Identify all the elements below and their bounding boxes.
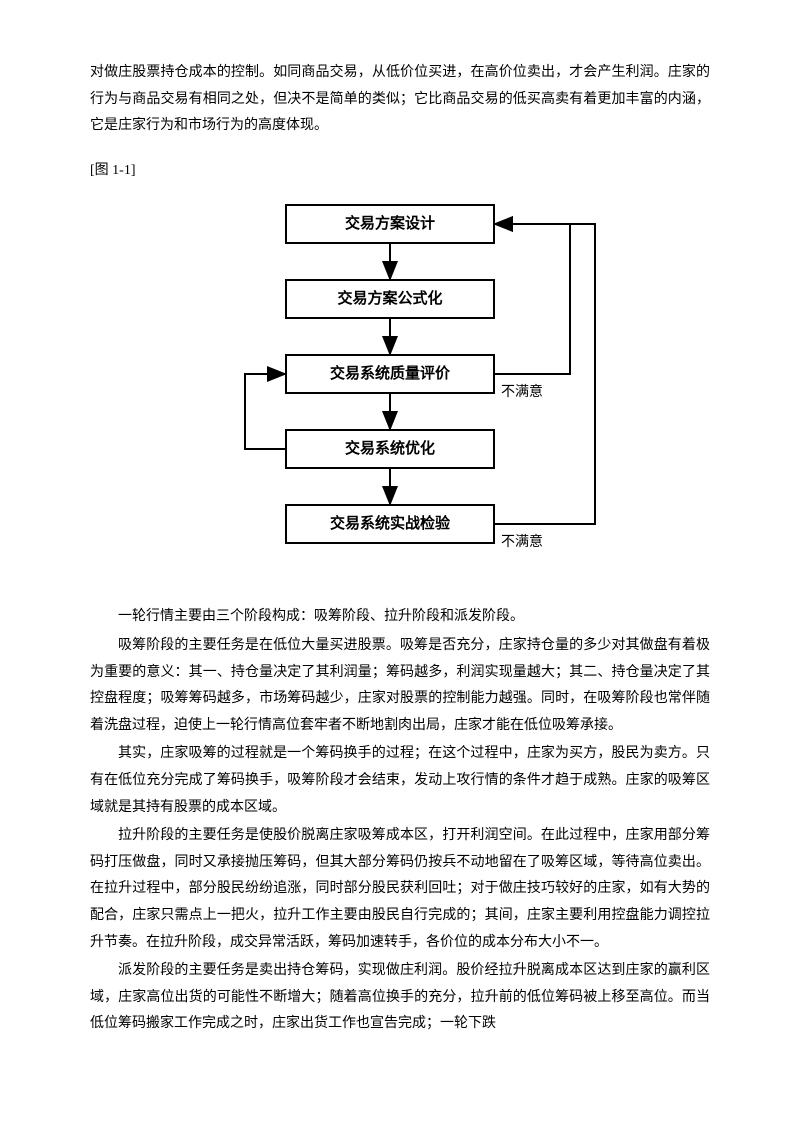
flowchart-edge-label: 不满意: [501, 380, 543, 407]
flowchart-node-n5: 交易系统实战检验: [285, 504, 495, 544]
flowchart-node-n2: 交易方案公式化: [285, 279, 495, 319]
body-paragraph-1: 一轮行情主要由三个阶段构成：吸筹阶段、拉升阶段和派发阶段。: [90, 604, 710, 631]
flowchart-node-n1: 交易方案设计: [285, 204, 495, 244]
figure-label: [图 1-1]: [90, 158, 710, 185]
flowchart-edge-label: 不满意: [501, 530, 543, 557]
flowchart-node-n3: 交易系统质量评价: [285, 354, 495, 394]
flowchart-node-n4: 交易系统优化: [285, 429, 495, 469]
body-paragraph-2: 吸筹阶段的主要任务是在低位大量买进股票。吸筹是否充分，庄家持仓量的多少对其做盘有…: [90, 633, 710, 739]
body-paragraph-3: 其实，庄家吸筹的过程就是一个筹码换手的过程；在这个过程中，庄家为买方，股民为卖方…: [90, 741, 710, 821]
body-paragraph-5: 派发阶段的主要任务是卖出持仓筹码，实现做庄利润。股价经拉升脱离成本区达到庄家的赢…: [90, 958, 710, 1038]
intro-paragraph: 对做庄股票持仓成本的控制。如同商品交易，从低价位买进，在高价位卖出，才会产生利润…: [90, 60, 710, 140]
flowchart-figure-1-1: 交易方案设计交易方案公式化交易系统质量评价交易系统优化交易系统实战检验不满意不满…: [185, 194, 615, 574]
body-paragraph-4: 拉升阶段的主要任务是使股价脱离庄家吸筹成本区，打开利润空间。在此过程中，庄家用部…: [90, 823, 710, 956]
